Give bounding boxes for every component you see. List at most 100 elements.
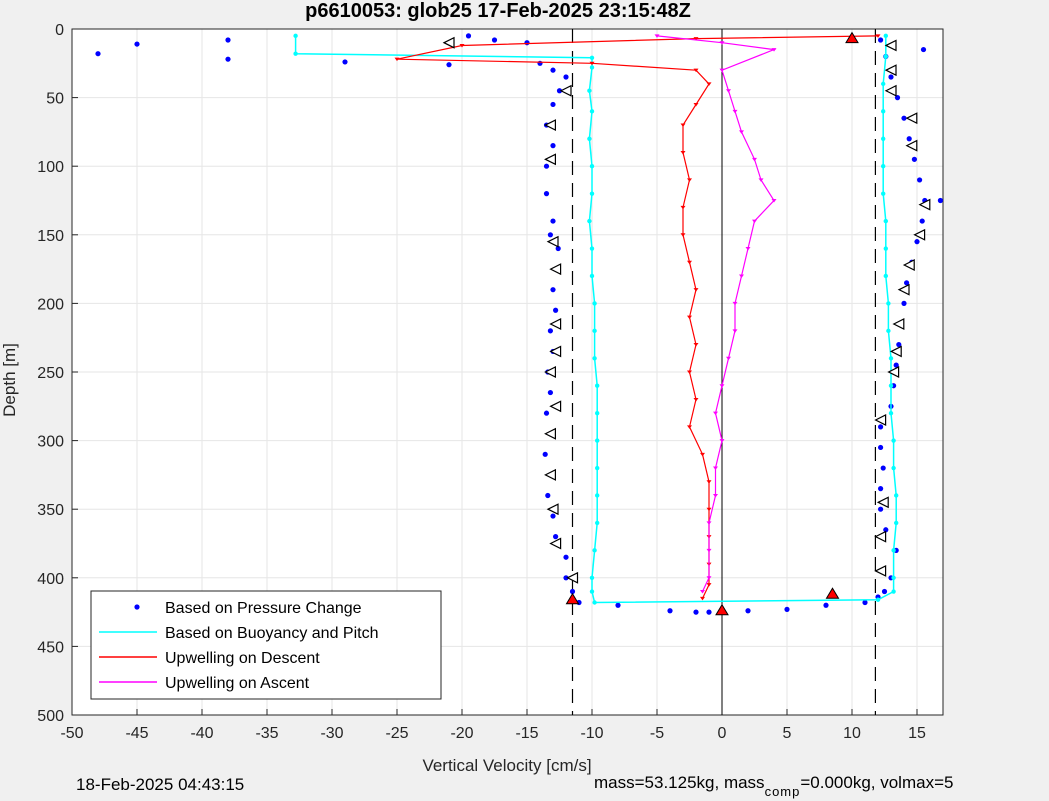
triangle-marker: [544, 153, 557, 166]
pressure-change-point: [446, 62, 452, 68]
triangle-marker: [544, 119, 557, 132]
y-tick-label: 350: [37, 502, 64, 519]
footer-mass-text: mass=53.125kg, mass: [594, 773, 765, 792]
upwelling-descent-point: [700, 596, 705, 601]
buoyancy-pitch-point: [589, 55, 595, 61]
y-tick-label: 100: [37, 159, 64, 176]
pressure-change-point: [901, 115, 907, 121]
buoyancy-pitch-point: [293, 51, 298, 56]
upwelling-ascent-point: [713, 466, 718, 471]
upwelling-ascent-point: [654, 34, 660, 38]
upwelling-ascent-point: [732, 109, 738, 114]
buoyancy-pitch-point: [891, 548, 896, 553]
pressure-change-point: [537, 60, 543, 66]
pressure-change-point: [693, 609, 699, 615]
pressure-change-point: [917, 177, 923, 183]
pressure-change-point: [547, 389, 554, 396]
y-tick-label: 500: [37, 708, 64, 725]
upwelling-descent-point: [459, 43, 465, 48]
upwelling-ascent-point: [706, 576, 712, 580]
x-tick-label: 5: [783, 725, 792, 742]
x-tick-label: -50: [60, 725, 83, 742]
pressure-change-point: [881, 588, 888, 595]
upwelling-descent-point: [680, 205, 686, 210]
plot-frame: [71, 28, 944, 716]
pressure-change-point: [878, 486, 884, 492]
footer-comp-text: =0.000kg, volmax=5: [800, 773, 954, 792]
upwelling-ascent-point: [713, 493, 718, 498]
upwelling-ascent-point: [771, 199, 777, 203]
triangle-marker: [902, 259, 915, 271]
legend: Based on Pressure Change Based on Buoyanc…: [90, 590, 442, 700]
pressure-change-point: [550, 101, 556, 108]
buoyancy-pitch-point: [881, 191, 886, 196]
triangle-marker: [876, 496, 889, 509]
pressure-change-point: [919, 218, 925, 224]
axes: -50 -45 -40 -35 -30 -25 -20 -15 -10 -5 0 5 10 1505010…: [37, 22, 944, 742]
buoyancy-pitch-point: [881, 109, 886, 114]
upwelling-ascent-point: [758, 178, 764, 182]
buoyancy-pitch-point: [891, 589, 896, 594]
y-tick-label: 400: [37, 571, 64, 588]
triangle-marker: [905, 139, 918, 152]
pressure-change-point: [543, 163, 550, 169]
chart-title: p6610053: glob25 17-Feb-2025 23:15:48Z: [305, 0, 691, 22]
buoyancy-pitch-point: [894, 520, 899, 526]
upwelling-descent-point: [680, 150, 686, 155]
footer-mass-info: mass=53.125kg, masscomp=0.000kg, volmax=…: [594, 773, 954, 799]
legend-dot-icon: [134, 604, 140, 610]
buoyancy-pitch-point: [883, 218, 888, 224]
pressure-change-point: [920, 46, 927, 53]
red-marker: [825, 587, 840, 599]
pressure-change-point: [555, 245, 561, 252]
x-tick-label: -15: [515, 725, 538, 742]
triangle-marker: [884, 64, 897, 77]
buoyancy-pitch-point: [595, 383, 600, 388]
triangle-marker: [884, 39, 897, 52]
buoyancy-pitch-point: [891, 438, 896, 443]
upwelling-ascent-point: [713, 411, 718, 416]
buoyancy-pitch-point: [891, 575, 896, 580]
pressure-change-point: [547, 232, 554, 238]
pressure-change-point: [543, 191, 550, 197]
upwelling-descent-point: [693, 102, 699, 107]
triangle-marker: [544, 468, 557, 481]
upwelling-ascent-point: [732, 301, 738, 306]
y-tick-label: 450: [37, 639, 64, 656]
pressure-change-point: [615, 602, 621, 608]
buoyancy-pitch-point: [883, 246, 888, 251]
upwelling-ascent-point: [719, 439, 725, 443]
pressure-change-point: [896, 341, 902, 348]
buoyancy-pitch-point: [883, 273, 888, 279]
pressure-change-point: [550, 143, 556, 149]
buoyancy-pitch-point: [589, 65, 595, 70]
pressure-change-point: [878, 444, 884, 451]
pressure-change-point: [563, 575, 569, 581]
buoyancy-pitch-point: [881, 164, 886, 169]
pressure-change-point: [878, 37, 884, 43]
x-tick-label: -40: [190, 725, 213, 742]
buoyancy-pitch-point: [888, 383, 894, 388]
buoyancy-pitch-point: [589, 273, 595, 279]
upwelling-descent-point: [693, 397, 699, 402]
buoyancy-pitch-point: [881, 136, 886, 141]
buoyancy-pitch-point: [592, 356, 597, 361]
upwelling-ascent-point: [752, 219, 757, 224]
pressure-change-point: [883, 527, 889, 533]
pressure-change-point: [491, 37, 498, 43]
pressure-change-point: [95, 51, 101, 57]
buoyancy-pitch-point: [886, 301, 891, 306]
buoyancy-pitch-point: [587, 218, 592, 224]
buoyancy-pitch-point: [894, 493, 899, 498]
legend-label: Upwelling on Ascent: [165, 675, 310, 692]
pressure-change-point: [862, 599, 868, 606]
triangle-marker: [549, 537, 562, 550]
legend-label: Based on Pressure Change: [165, 600, 362, 617]
upwelling-descent-point: [693, 37, 699, 41]
x-tick-label: 0: [718, 725, 727, 742]
triangle-marker: [905, 112, 918, 125]
red-marker: [715, 603, 729, 616]
upwelling-descent-point: [687, 425, 692, 429]
marker-layer: [442, 31, 931, 616]
buoyancy-pitch-point: [589, 589, 595, 594]
